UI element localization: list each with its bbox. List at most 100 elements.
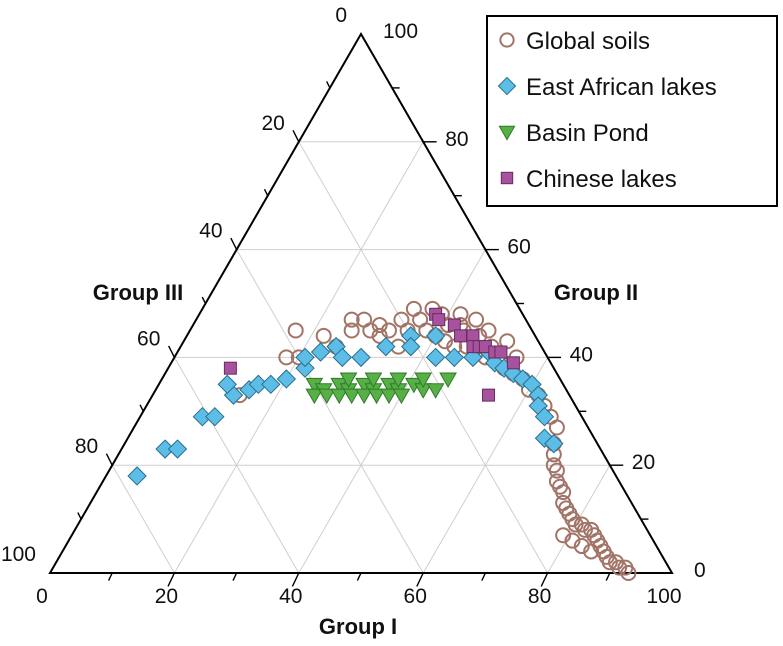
data-point: [278, 349, 295, 366]
tick-mark: [230, 237, 238, 250]
data-point: [371, 327, 388, 344]
bottom-tick-label: 60: [404, 585, 427, 608]
tick-marks: [77, 81, 649, 587]
data-point: [389, 372, 408, 388]
legend-label: Chinese lakes: [526, 166, 677, 193]
grid-line: [422, 357, 549, 574]
left-axis-ticks: 0 20 40 60 80 100: [1, 4, 347, 566]
data-point: [555, 527, 572, 544]
data-point: [127, 466, 147, 486]
series-basin-pond: [305, 372, 457, 405]
right-tick-label: 40: [570, 343, 593, 366]
data-point: [425, 326, 446, 346]
data-point: [367, 388, 386, 405]
tick-mark: [291, 572, 300, 587]
grid-line: [298, 249, 486, 574]
right-tick-label: 20: [632, 451, 655, 474]
data-point: [167, 439, 188, 459]
bottom-tick-label: 40: [279, 585, 302, 608]
data-point: [480, 322, 497, 339]
data-point: [601, 554, 618, 571]
data-point: [330, 388, 349, 405]
data-point: [343, 322, 360, 339]
series-chinese-lakes: [223, 307, 520, 402]
data-point: [548, 462, 565, 479]
data-point: [439, 372, 457, 388]
tick-mark: [605, 572, 611, 581]
data-point: [454, 329, 468, 343]
right-tick-label: 100: [383, 20, 418, 43]
data-point: [583, 521, 600, 538]
data-point: [468, 311, 485, 328]
left-tick-label: 40: [199, 220, 222, 243]
data-points: [127, 300, 637, 581]
legend-label: Basin Pond: [526, 120, 649, 147]
tick-mark: [292, 129, 300, 143]
data-point: [355, 388, 373, 405]
legend-marker: [497, 76, 517, 96]
data-point: [405, 300, 422, 317]
data-point: [482, 388, 496, 402]
data-point: [611, 559, 628, 576]
grid-line: [173, 357, 300, 574]
data-point: [548, 473, 565, 490]
data-point: [217, 374, 237, 395]
right-axis-ticks: 0 20 40 60 80 100: [383, 20, 706, 582]
grid-line: [111, 464, 175, 574]
data-point: [205, 406, 225, 427]
data-point: [425, 347, 446, 368]
data-point: [317, 388, 336, 405]
tick-mark: [481, 572, 487, 581]
data-point: [332, 347, 353, 368]
tick-mark: [540, 572, 549, 587]
data-point: [276, 369, 297, 389]
bottom-axis-ticks: 0 20 40 60 80 100: [36, 585, 681, 608]
bottom-axis-title: Group I: [319, 614, 397, 639]
legend-label: Global soils: [526, 28, 650, 55]
data-point: [310, 342, 331, 362]
legend-box: [486, 15, 778, 207]
data-point: [380, 322, 397, 339]
tick-mark: [201, 296, 207, 304]
tick-mark: [168, 345, 176, 358]
data-point: [447, 318, 461, 332]
data-point: [376, 336, 396, 357]
tick-mark: [107, 572, 113, 581]
bottom-tick-label: 0: [36, 585, 48, 608]
legend-marker: [498, 125, 516, 141]
data-point: [295, 347, 315, 368]
right-tick-label: 0: [694, 559, 706, 582]
tick-mark: [263, 188, 269, 197]
data-point: [432, 313, 446, 327]
data-point: [364, 372, 383, 388]
right-tick-label: 60: [507, 236, 530, 259]
legend-label: East African lakes: [526, 74, 717, 101]
left-tick-label: 0: [335, 4, 347, 27]
left-tick-label: 100: [1, 543, 36, 566]
data-point: [401, 336, 421, 357]
data-point: [371, 317, 388, 334]
data-point: [534, 406, 555, 427]
left-axis-title: Group III: [93, 280, 183, 305]
left-tick-label: 80: [75, 435, 98, 458]
tick-mark: [232, 572, 238, 581]
data-point: [305, 388, 324, 405]
left-tick-label: 60: [137, 327, 160, 350]
data-point: [506, 356, 520, 370]
data-point: [564, 532, 581, 549]
tick-mark: [167, 572, 176, 587]
data-point: [380, 388, 398, 405]
data-point: [444, 347, 465, 368]
left-tick-label: 20: [261, 112, 284, 135]
data-point: [315, 327, 332, 344]
data-point: [494, 345, 508, 359]
bottom-tick-label: 100: [646, 585, 681, 608]
data-point: [261, 374, 281, 395]
data-point: [392, 388, 411, 405]
legend-marker: [500, 171, 514, 185]
legend: Global soils East African lakes Basin Pond…: [486, 15, 778, 207]
data-point: [414, 372, 433, 388]
data-point: [351, 347, 371, 368]
data-point: [548, 419, 565, 436]
tick-mark: [77, 512, 82, 520]
